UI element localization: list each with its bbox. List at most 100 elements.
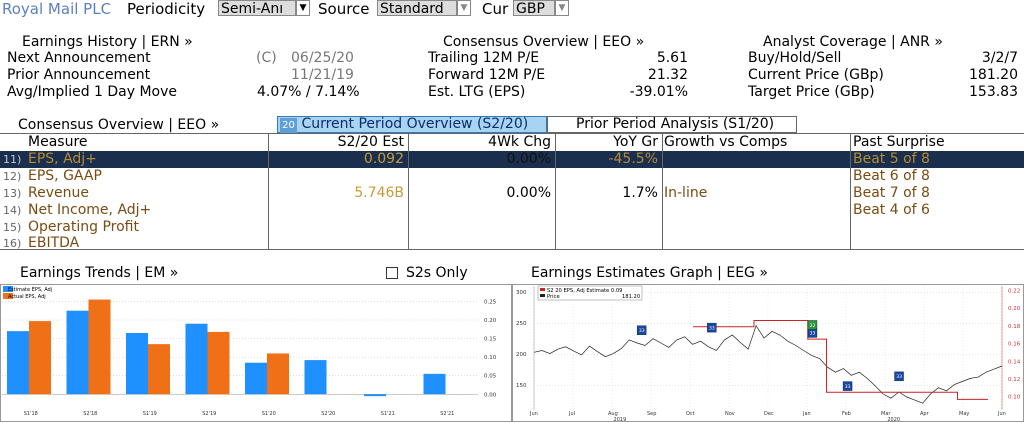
row-4wk-chg: 0.00% — [506, 151, 551, 167]
row-number: 13) — [3, 187, 22, 200]
row-measure: Operating Profit — [28, 219, 139, 235]
earnings-trends-link[interactable]: Earnings Trends | EM » — [20, 265, 179, 281]
row-number: 15) — [3, 221, 22, 234]
row-past-surprise: Beat 7 of 8 — [853, 185, 930, 201]
next-announcement-date: 06/25/20 — [291, 50, 354, 66]
right-tick-label: 0.20 — [1008, 306, 1021, 312]
prior-announcement-date: 11/21/19 — [291, 67, 354, 83]
event-marker-label: 33 — [709, 325, 715, 331]
avg-move-label: Avg/Implied 1 Day Move — [7, 84, 178, 100]
right-tick-label: 0.16 — [1008, 342, 1021, 348]
table-row-revenue[interactable]: 13) Revenue 5.746B 0.00% 1.7% In-line Be… — [0, 185, 1024, 202]
bar-estimate — [245, 362, 267, 395]
row-yoy-growth: 1.7% — [622, 185, 658, 201]
buy-hold-sell-value: 3/2/7 — [981, 50, 1018, 66]
bar-actual — [148, 344, 170, 395]
bar-estimate — [185, 323, 208, 395]
table-header-row: Measure S2/20 Est 4Wk Chg YoY Gr Growth … — [0, 134, 1024, 151]
s2s-only-checkbox[interactable] — [386, 267, 398, 279]
bar-actual — [88, 299, 111, 395]
y-tick-label: 0.15 — [484, 337, 497, 343]
left-tick-label: 150 — [516, 383, 527, 389]
legend-swatch-estimate — [3, 286, 13, 292]
right-tick-label: 0.18 — [1008, 324, 1021, 330]
x-tick-label: Sep — [647, 411, 656, 417]
tab-prior-period[interactable]: Prior Period Analysis (S1/20) — [547, 116, 797, 133]
buy-hold-sell-label: Buy/Hold/Sell — [748, 50, 842, 66]
eeg-legend-box — [537, 285, 643, 301]
table-row-operating-profit[interactable]: 15) Operating Profit — [0, 219, 1024, 236]
table-row-eps-adj[interactable]: 11) EPS, Adj+ 0.092 0.00% -45.5% Beat 5 … — [0, 151, 1024, 168]
x-tick-label: Aug — [608, 411, 618, 417]
legend-price-value: 181.20 — [622, 294, 640, 300]
x-tick-label: S2'21 — [440, 411, 454, 417]
forward-pe-value: 21.32 — [647, 67, 688, 83]
eeg-link[interactable]: Earnings Estimates Graph | EEG » — [531, 265, 768, 281]
x-tick-label: Jan — [802, 411, 811, 417]
legend-estimate: S2 20 EPS, Adj Estimate 0.09 — [547, 288, 622, 294]
x-tick-label: S2'20 — [321, 411, 335, 417]
ern-link[interactable]: Earnings History | ERN » — [22, 34, 193, 50]
earnings-trends-chart: S1'18 S2'18 S1'19 S2'19 S1'20 S2'20 S1'21 S2'21… — [0, 284, 512, 422]
row-number: 11) — [3, 153, 22, 166]
currency-dropdown-icon[interactable]: ▼ — [555, 0, 569, 16]
event-marker-label: 33 — [639, 328, 645, 334]
event-marker — [894, 371, 904, 382]
row-estimate: 0.092 — [363, 151, 404, 167]
header-past-surprise[interactable]: Past Surprise — [853, 134, 945, 150]
source-dropdown-icon[interactable]: ▼ — [457, 0, 471, 16]
periodicity-dropdown-icon[interactable]: ▼ — [296, 0, 310, 16]
eeo-link[interactable]: Consensus Overview | EEO » — [443, 34, 645, 50]
y-tick-label: 0.10 — [484, 355, 497, 361]
header-measure[interactable]: Measure — [28, 134, 88, 150]
y-tick-label: 0.00 — [484, 392, 497, 398]
periodicity-select[interactable]: Semi-Anı — [218, 0, 296, 17]
bar-actual — [267, 353, 289, 395]
tab-number-badge: 20 — [280, 118, 297, 133]
y-tick-label: 0.20 — [484, 318, 497, 324]
current-price-value: 181.20 — [969, 67, 1018, 83]
next-announcement-flag: (C) — [256, 50, 277, 66]
currency-label: Cur — [482, 0, 509, 18]
x-tick-label: S1'20 — [262, 411, 276, 417]
year-label: 2020 — [887, 417, 900, 422]
x-tick-label: Feb — [842, 411, 851, 417]
row-number: 16) — [3, 237, 22, 250]
x-tick-label: Apr — [920, 411, 930, 417]
bar-estimate — [126, 333, 148, 395]
table-row-net-income[interactable]: 14) Net Income, Adj+ Beat 4 of 6 — [0, 202, 1024, 219]
header-yoy-growth[interactable]: YoY Gr — [613, 134, 658, 150]
event-marker-label: 33 — [810, 331, 816, 337]
row-number: 12) — [3, 170, 22, 183]
right-tick-label: 0.12 — [1008, 377, 1020, 383]
table-row-eps-gaap[interactable]: 12) EPS, GAAP Beat 6 of 8 — [0, 168, 1024, 185]
price-line — [533, 324, 1003, 404]
row-measure: EPS, GAAP — [28, 168, 102, 184]
x-tick-label: May — [959, 411, 969, 417]
table-row-ebitda[interactable]: 16) EBITDA — [0, 235, 1024, 252]
currency-select[interactable]: GBP — [513, 0, 555, 17]
row-number: 14) — [3, 204, 22, 217]
header-4wk-chg[interactable]: 4Wk Chg — [488, 134, 551, 150]
bar-estimate — [66, 310, 89, 395]
x-tick-label: Nov — [725, 411, 735, 417]
event-marker — [636, 325, 647, 335]
ltg-value: -39.01% — [629, 84, 688, 100]
consensus-overview-link[interactable]: Consensus Overview | EEO » — [18, 117, 220, 133]
legend-actual: Actual EPS, Adj — [8, 294, 46, 300]
x-tick-label: Jul — [568, 411, 575, 417]
prior-announcement-label: Prior Announcement — [7, 67, 151, 83]
row-measure: Net Income, Adj+ — [28, 202, 152, 218]
bar-actual — [29, 321, 51, 395]
year-label: 2019 — [614, 417, 627, 422]
anr-link[interactable]: Analyst Coverage | ANR » — [763, 34, 943, 50]
header-growth-vs-comps[interactable]: Growth vs Comps — [664, 134, 788, 150]
row-past-surprise: Beat 5 of 8 — [853, 151, 930, 167]
header-estimate[interactable]: S2/20 Est — [337, 134, 404, 150]
source-select[interactable]: Standard — [377, 0, 457, 17]
x-tick-label: Dec — [764, 411, 774, 417]
legend-price: Price — [547, 294, 560, 300]
current-price-label: Current Price (GBp) — [748, 67, 884, 83]
trailing-pe-value: 5.61 — [656, 50, 688, 66]
tab-current-period[interactable]: 20 Current Period Overview (S2/20) — [277, 116, 547, 133]
